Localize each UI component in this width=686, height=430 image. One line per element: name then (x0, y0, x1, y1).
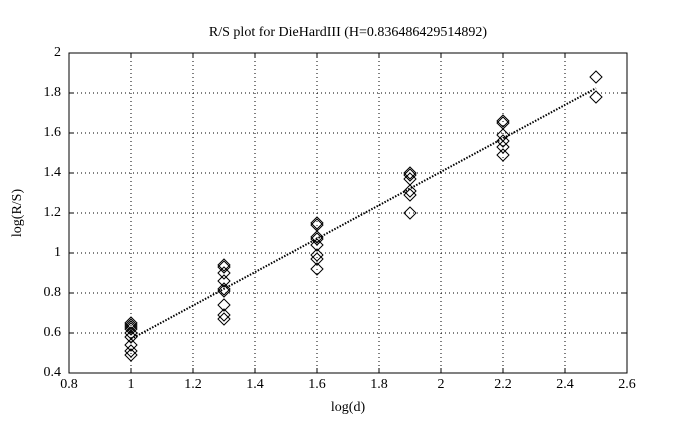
data-point (310, 262, 324, 276)
data-point (217, 308, 231, 322)
y-tick-label: 2 (54, 45, 61, 60)
data-point (217, 298, 231, 312)
x-tick-label: 1.6 (308, 377, 326, 392)
data-point (310, 252, 324, 266)
x-tick-label: 2 (438, 377, 445, 392)
data-point (403, 206, 417, 220)
y-tick-label: 1.4 (44, 165, 62, 180)
data-point (403, 166, 417, 180)
x-tick-label: 1.8 (370, 377, 388, 392)
x-tick-label: 1 (128, 377, 135, 392)
data-point (496, 148, 510, 162)
data-point (217, 312, 231, 326)
data-point (310, 238, 324, 252)
y-axis-label: log(R/S) (10, 189, 25, 238)
x-tick-label: 0.8 (60, 377, 78, 392)
y-tick-label: 1 (54, 245, 61, 260)
y-tick-label: 1.6 (44, 125, 62, 140)
data-point (124, 322, 138, 336)
data-point (403, 184, 417, 198)
x-tick-label: 2.4 (556, 377, 574, 392)
data-point (310, 216, 324, 230)
data-point (403, 168, 417, 182)
data-point (217, 282, 231, 296)
fit-line (130, 87, 597, 340)
data-point (310, 232, 324, 246)
data-point (124, 348, 138, 362)
data-point (124, 320, 138, 334)
data-point (217, 274, 231, 288)
data-point (589, 70, 603, 84)
data-point (589, 90, 603, 104)
x-tick-label: 1.2 (184, 377, 202, 392)
data-point (496, 140, 510, 154)
data-point (217, 284, 231, 298)
y-tick-label: 1.2 (44, 205, 62, 220)
data-point (310, 248, 324, 262)
data-point (217, 258, 231, 272)
y-tick-label: 1.8 (44, 85, 62, 100)
y-tick-label: 0.8 (44, 285, 62, 300)
data-point (124, 316, 138, 330)
data-point (124, 330, 138, 344)
x-tick-label: 2.2 (494, 377, 512, 392)
data-point (217, 266, 231, 280)
plot-frame (68, 52, 628, 374)
data-point (124, 338, 138, 352)
data-point (217, 260, 231, 274)
data-point (310, 230, 324, 244)
y-tick-label: 0.4 (44, 365, 62, 380)
data-point (403, 188, 417, 202)
x-tick-label: 1.4 (246, 377, 264, 392)
x-axis-label: log(d) (331, 400, 366, 415)
y-tick-label: 0.6 (44, 325, 62, 340)
data-point (496, 114, 510, 128)
chart-title: R/S plot for DieHardIII (H=0.83648642951… (209, 25, 487, 40)
data-point (496, 134, 510, 148)
x-tick-label: 2.6 (618, 377, 636, 392)
data-point (124, 344, 138, 358)
